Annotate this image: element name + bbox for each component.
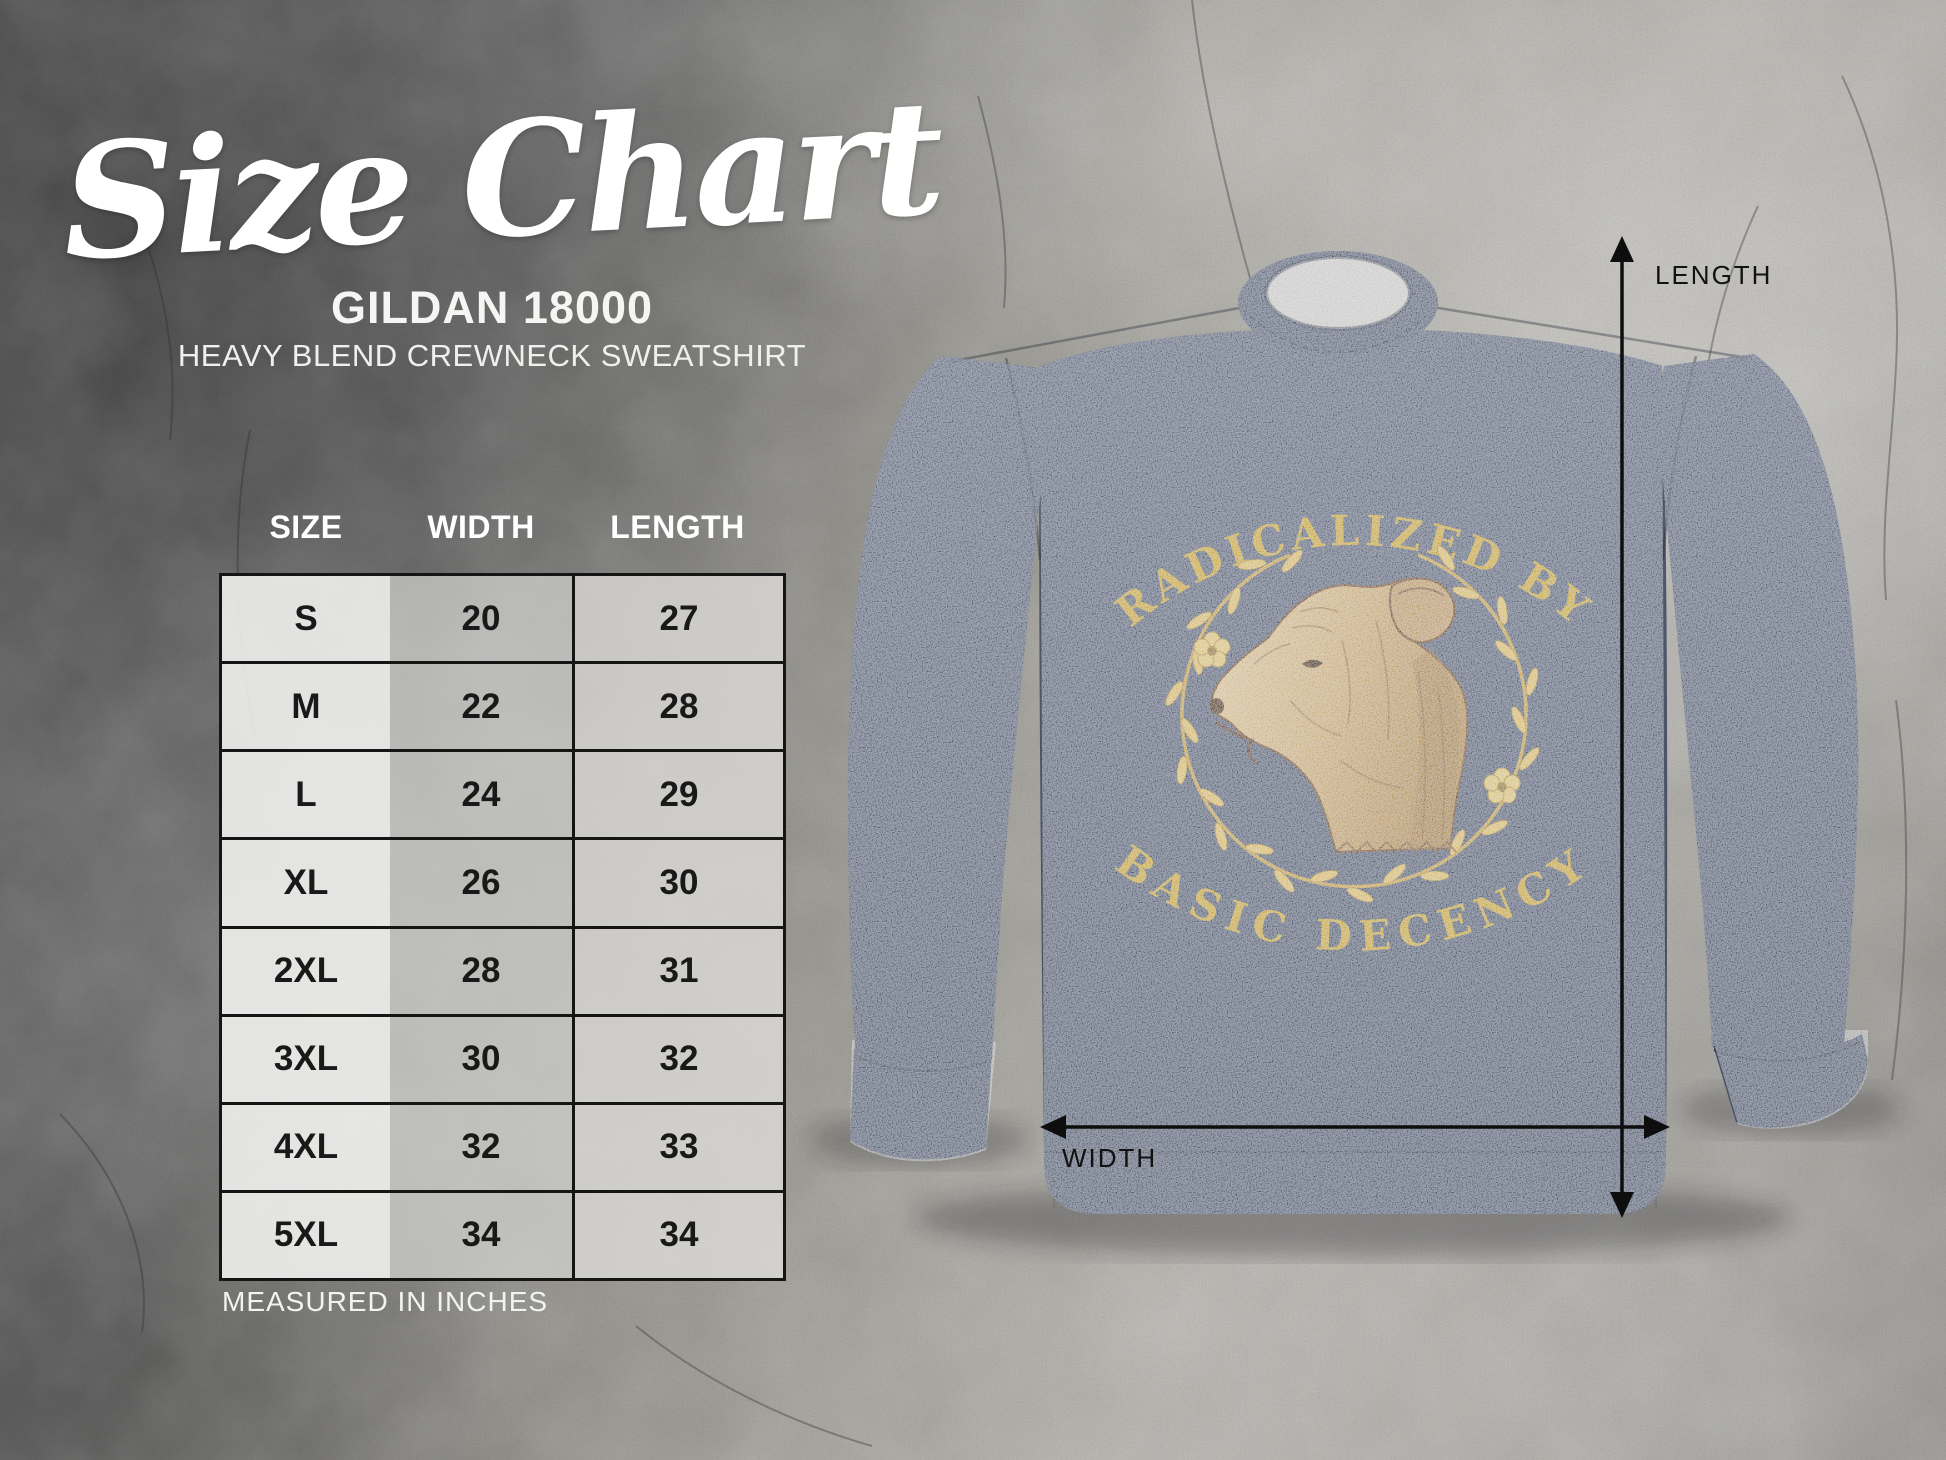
size-table: S 20 27 M 22 28 L 24 29 XL 26 30 2XL 28 31 3XL 30 32 4XL 32… bbox=[219, 573, 786, 1281]
table-row: 3XL 30 32 bbox=[222, 1013, 783, 1102]
column-header-size: SIZE bbox=[269, 509, 343, 545]
width-arrow bbox=[1040, 1115, 1670, 1139]
table-row: 5XL 34 34 bbox=[222, 1189, 783, 1278]
cell-width: 22 bbox=[390, 664, 572, 750]
cell-width: 34 bbox=[390, 1192, 572, 1278]
length-arrow bbox=[1610, 236, 1634, 1218]
brand-block: Size Chart GILDAN 18000 HEAVY BLEND CREW… bbox=[58, 66, 945, 374]
width-label: WIDTH bbox=[1062, 1143, 1157, 1173]
column-header-length: LENGTH bbox=[610, 509, 745, 545]
cell-width: 32 bbox=[390, 1104, 572, 1190]
cell-size: S bbox=[222, 576, 390, 662]
cell-width: 20 bbox=[390, 576, 572, 662]
length-label: LENGTH bbox=[1655, 260, 1772, 290]
table-footnote: MEASURED IN INCHES bbox=[222, 1286, 549, 1317]
sweatshirt-graphic: RADICALIZED BY BASIC DECENCY bbox=[848, 251, 1868, 1214]
cell-width: 24 bbox=[390, 752, 572, 838]
cell-width: 26 bbox=[390, 840, 572, 926]
cell-length: 29 bbox=[572, 752, 783, 838]
table-row: 2XL 28 31 bbox=[222, 925, 783, 1014]
cell-length: 33 bbox=[572, 1104, 783, 1190]
cell-size: 2XL bbox=[222, 928, 390, 1014]
cell-size: L bbox=[222, 752, 390, 838]
cell-size: 3XL bbox=[222, 1016, 390, 1102]
size-chart-title: Size Chart bbox=[57, 65, 945, 297]
heather-texture bbox=[848, 251, 1868, 1214]
cell-length: 28 bbox=[572, 664, 783, 750]
measurement-arrows bbox=[1040, 236, 1670, 1218]
cell-length: 34 bbox=[572, 1192, 783, 1278]
cell-length: 30 bbox=[572, 840, 783, 926]
cell-length: 27 bbox=[572, 576, 783, 662]
table-row: M 22 28 bbox=[222, 661, 783, 750]
cell-width: 30 bbox=[390, 1016, 572, 1102]
table-row: 4XL 32 33 bbox=[222, 1101, 783, 1190]
product-code: GILDAN 18000 bbox=[330, 282, 654, 333]
cell-size: 5XL bbox=[222, 1192, 390, 1278]
product-name: HEAVY BLEND CREWNECK SWEATSHIRT bbox=[177, 338, 807, 373]
cell-length: 31 bbox=[572, 928, 783, 1014]
table-row: XL 26 30 bbox=[222, 837, 783, 926]
cell-width: 28 bbox=[390, 928, 572, 1014]
cell-size: 4XL bbox=[222, 1104, 390, 1190]
table-row: L 24 29 bbox=[222, 749, 783, 838]
table-column-headers: SIZE WIDTH LENGTH bbox=[222, 509, 783, 546]
column-header-width: WIDTH bbox=[427, 509, 535, 545]
cell-size: XL bbox=[222, 840, 390, 926]
table-row: S 20 27 bbox=[222, 576, 783, 662]
cell-length: 32 bbox=[572, 1016, 783, 1102]
cell-size: M bbox=[222, 664, 390, 750]
